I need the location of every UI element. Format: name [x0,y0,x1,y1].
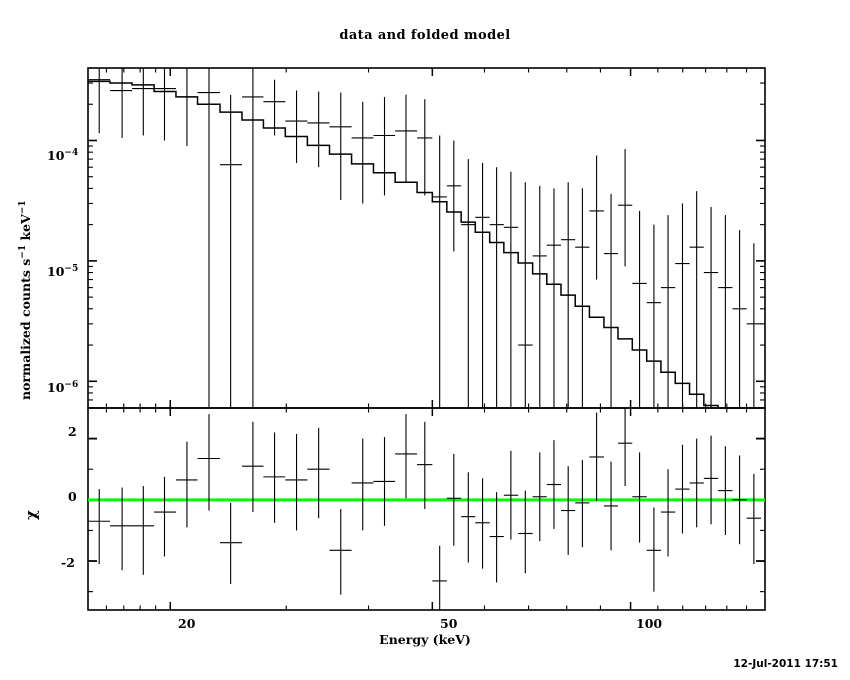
residual-point-errorbar [532,452,547,542]
residual-point-errorbar [395,414,418,499]
data-point-errorbar [489,167,504,408]
data-point-errorbar [746,243,762,408]
residual-point-errorbar [446,453,462,546]
residual-point-errorbar [263,432,286,523]
residual-point-errorbar [154,476,176,557]
residual-point-errorbar [351,438,374,531]
data-point-errorbar [632,210,647,408]
data-point-errorbar [446,140,462,252]
residual-point-errorbar [503,450,519,540]
data-point-errorbar [110,68,133,138]
data-point-errorbar [589,155,604,280]
residual-point-errorbar [489,492,504,583]
residual-point-errorbar [703,435,719,525]
residual-point-errorbar [660,469,676,557]
data-point-errorbar [475,163,490,408]
residual-point-errorbar [560,466,576,555]
x-tick-label-100: 100 [636,616,663,631]
residual-point-errorbar [432,545,447,610]
residual-point-errorbar [241,421,264,513]
residual-point-errorbar [732,455,747,545]
residual-point-errorbar [88,489,111,565]
data-point-errorbar [532,185,547,408]
residual-point-errorbar [675,444,690,534]
residual-point-errorbar [110,487,133,571]
residual-point-errorbar [603,461,619,551]
data-point-errorbar [263,79,286,136]
residual-point-errorbar [132,486,155,575]
residual-point-errorbar [285,434,308,531]
data-point-errorbar [703,207,719,408]
residual-point-errorbar [307,427,330,519]
residual-point-errorbar [417,421,433,509]
data-point-errorbar [373,96,396,196]
data-point-errorbar [732,230,747,408]
residual-point-errorbar [175,441,198,528]
data-point-errorbar [546,188,561,408]
data-point-errorbar [675,203,690,408]
data-point-errorbar [618,148,633,267]
data-point-errorbar [432,135,447,408]
model-step-curve [88,80,765,409]
data-point-errorbar [395,94,418,183]
residual-point-errorbar [373,437,396,526]
data-point-errorbar [503,171,519,408]
data-point-errorbar [417,99,433,196]
data-point-errorbar [646,224,661,408]
residual-point-errorbar [618,408,633,487]
residual-point-errorbar [646,507,661,592]
data-point-errorbar [285,90,308,164]
top-panel-frame [87,67,766,409]
residual-point-errorbar [329,509,352,595]
residual-point-errorbar [220,502,242,584]
data-point-errorbar [220,94,242,408]
data-point-errorbar [461,159,476,408]
chi-tick-label-0: 0 [68,489,77,504]
chi-tick-label-neg2: -2 [61,555,75,570]
page-title: data and folded model [339,28,511,43]
x-axis-label: Energy (keV) [379,632,471,647]
x-tick-label-20: 20 [178,616,196,631]
y-tick-label-1e-4: 10−4 [47,148,79,164]
data-point-errorbar [329,92,352,201]
residual-point-errorbar [689,438,704,528]
data-point-errorbar [241,68,264,408]
chi-tick-label-2: 2 [68,424,77,439]
residual-point-errorbar [746,473,762,565]
x-tick-label-50: 50 [440,616,458,631]
residual-point-errorbar [475,478,490,569]
data-point-errorbar [718,215,733,408]
residual-point-errorbar [632,452,647,543]
data-point-errorbar [603,193,619,408]
bottom-panel-frame [87,407,766,611]
data-point-errorbar [575,188,590,408]
data-point-errorbar [132,68,155,136]
data-point-errorbar [154,68,176,141]
residual-point-errorbar [461,472,476,563]
data-point-errorbar [518,182,533,408]
data-point-errorbar [351,101,374,204]
residual-point-errorbar [589,412,604,502]
data-point-errorbar [560,182,576,408]
residual-point-errorbar [575,460,590,548]
data-point-errorbar [689,191,704,408]
residual-point-errorbar [546,440,561,529]
data-point-errorbar [197,68,221,408]
residual-point-errorbar [718,446,733,536]
data-point-errorbar [307,91,330,168]
residual-point-errorbar [197,414,221,511]
data-point-errorbar [88,68,111,134]
timestamp: 12-Jul-2011 17:51 [733,658,838,670]
data-point-errorbar [660,215,676,408]
y-tick-label-1e-5: 10−5 [47,264,79,280]
data-point-errorbar [175,68,198,146]
y-tick-label-1e-6: 10−6 [47,380,79,396]
residual-point-errorbar [518,490,533,574]
